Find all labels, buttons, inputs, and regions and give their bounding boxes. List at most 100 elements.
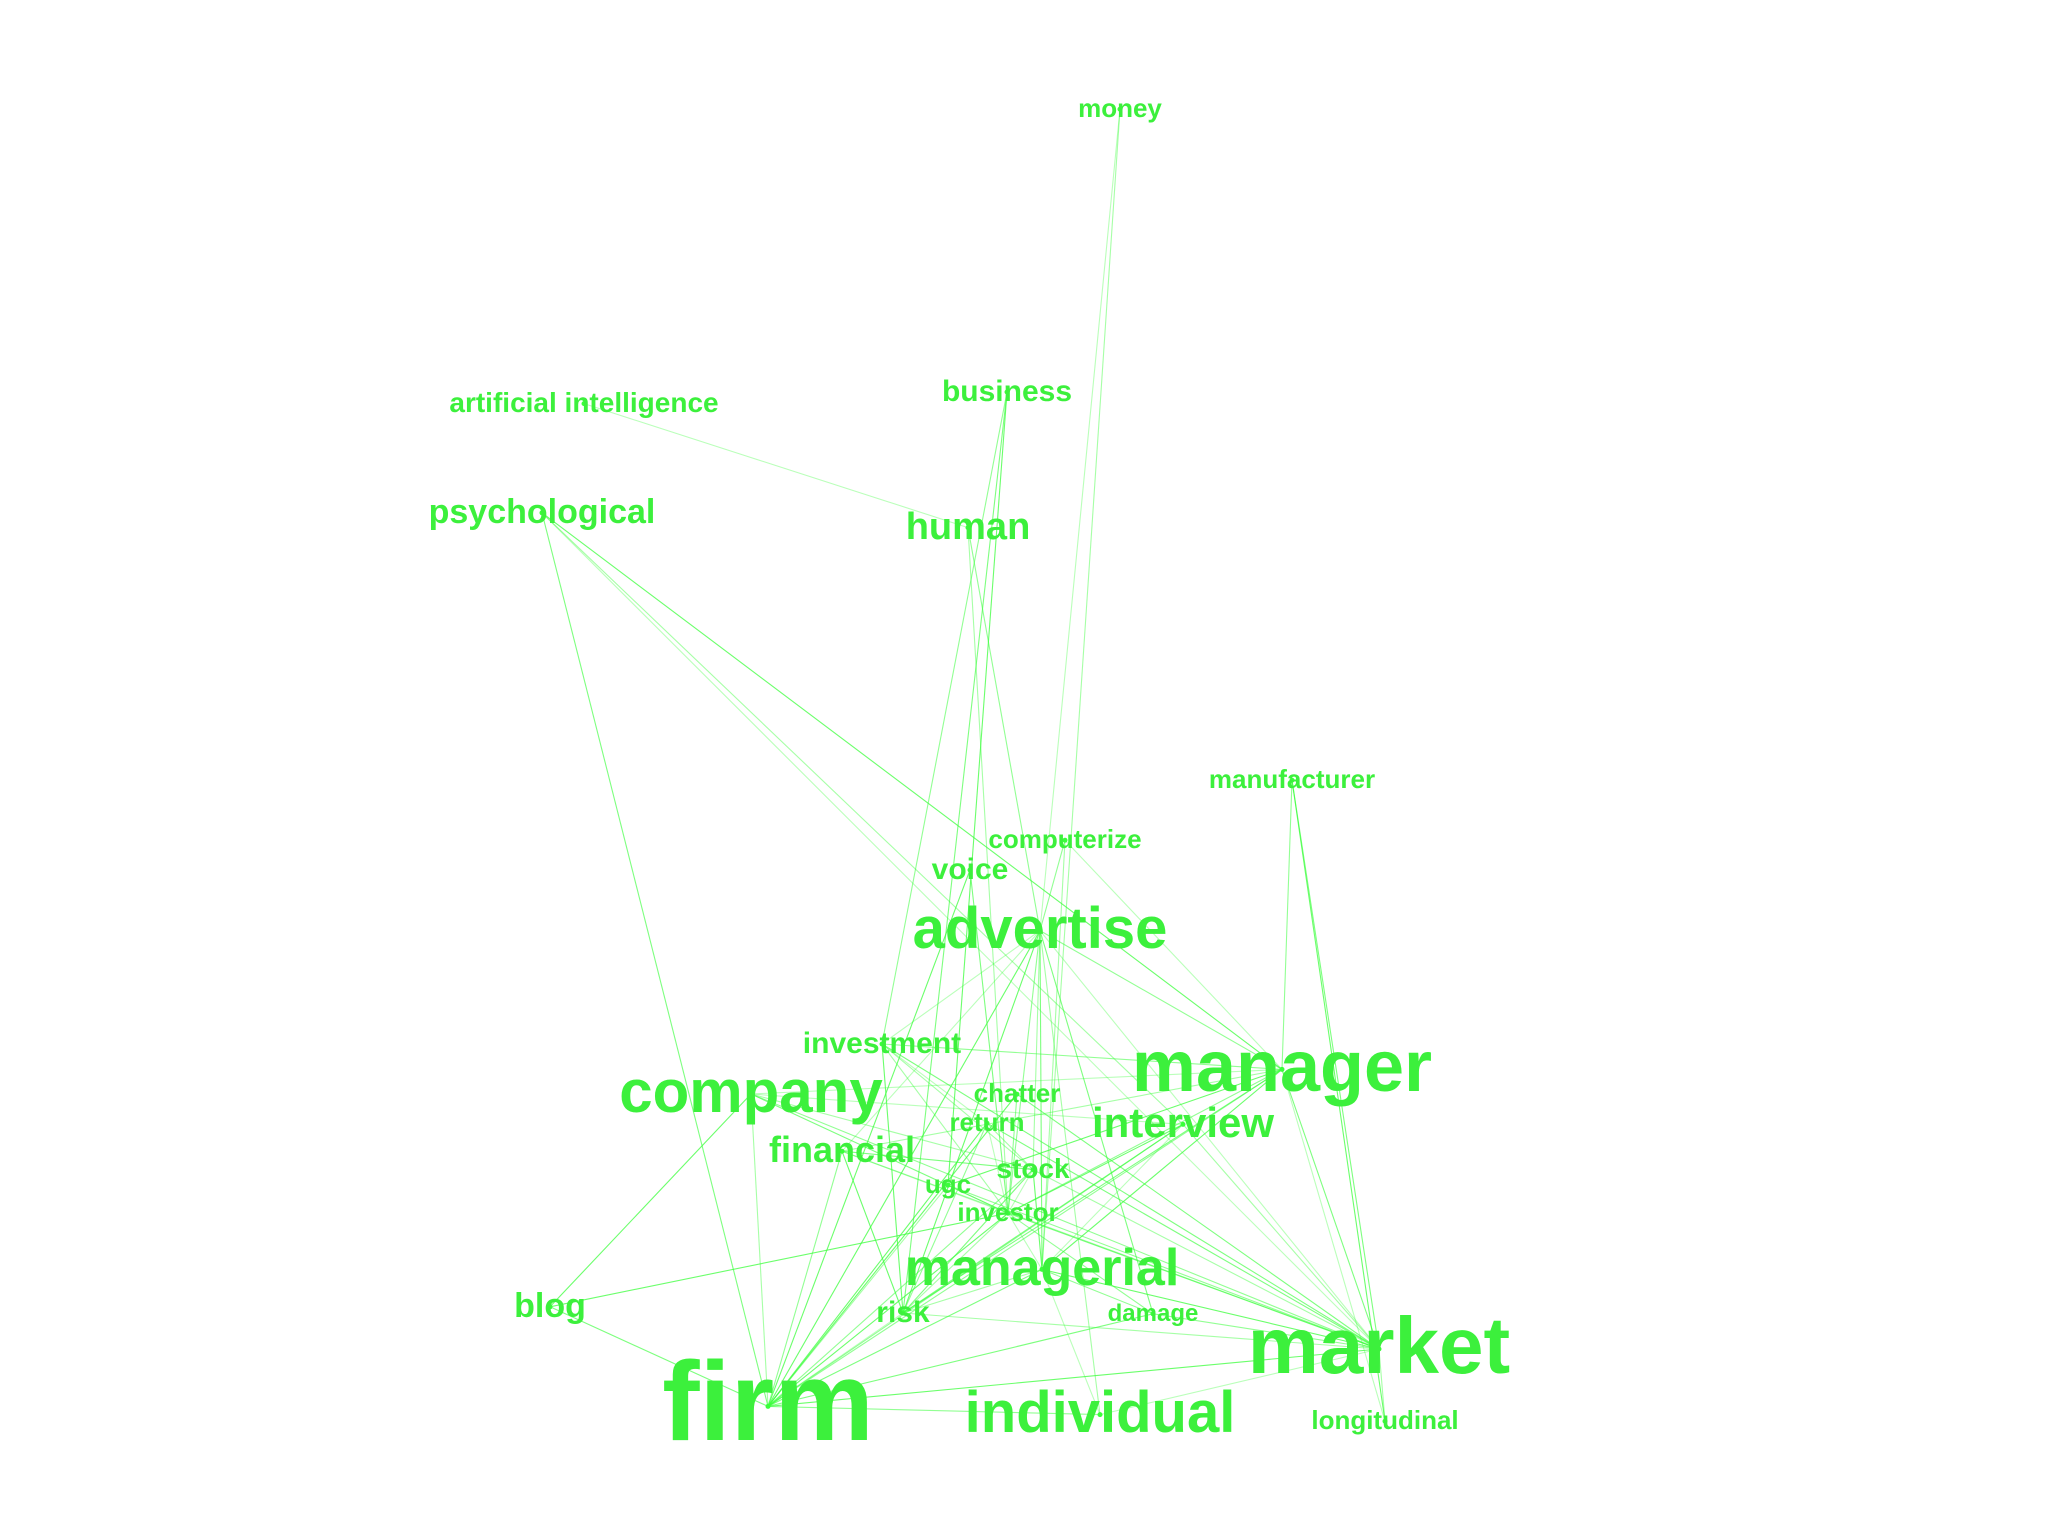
edge-blog-investor bbox=[549, 1212, 1009, 1308]
node-dot-computerize bbox=[1062, 837, 1068, 843]
edge-chatter-market bbox=[1016, 1093, 1380, 1350]
edge-investor-market bbox=[1007, 1212, 1380, 1350]
edge-investor-firm bbox=[767, 1212, 1009, 1407]
node-dot-longitudinal bbox=[1382, 1418, 1388, 1424]
node-dot-blog bbox=[547, 1304, 553, 1310]
node-dot-individual bbox=[1097, 1412, 1103, 1418]
edge-return-investor bbox=[986, 1123, 1009, 1214]
node-dot-manufacturer bbox=[1289, 777, 1295, 783]
edge-advertise-individual bbox=[1039, 930, 1101, 1415]
edge-computerize-manager bbox=[1064, 839, 1283, 1070]
edge-managerial-individual bbox=[1041, 1269, 1101, 1415]
node-dot-managerial bbox=[1039, 1266, 1045, 1272]
term-artificial-intelligence: artificial intelligence bbox=[449, 387, 718, 418]
node-dot-voice bbox=[967, 867, 973, 873]
edge-financial-risk bbox=[841, 1151, 904, 1314]
edge-managerial-risk bbox=[902, 1268, 1043, 1314]
node-dot-human bbox=[965, 525, 971, 531]
edge-company-interview bbox=[750, 1093, 1184, 1125]
node-dot-investment bbox=[879, 1041, 885, 1047]
edge-market-firm bbox=[767, 1348, 1380, 1407]
term-voice: voice bbox=[932, 853, 1009, 886]
edge-chatter-investor bbox=[1007, 1094, 1018, 1214]
term-advertise: advertise bbox=[913, 896, 1168, 961]
edge-advertise-managerial bbox=[1039, 930, 1043, 1270]
node-dot-financial bbox=[839, 1148, 845, 1154]
edge-individual-firm bbox=[767, 1405, 1101, 1416]
edge-manager-firm bbox=[767, 1068, 1283, 1407]
edge-investor-managerial bbox=[1007, 1212, 1043, 1270]
node-dot-damage bbox=[1150, 1311, 1156, 1317]
term-longitudinal: longitudinal bbox=[1311, 1405, 1458, 1435]
term-chatter: chatter bbox=[974, 1078, 1061, 1108]
edge-investment-investor bbox=[881, 1043, 1009, 1214]
edge-ugc-firm bbox=[767, 1184, 949, 1407]
term-money: money bbox=[1078, 93, 1162, 123]
term-blog: blog bbox=[514, 1287, 586, 1325]
term-company: company bbox=[619, 1058, 883, 1125]
term-manager: manager bbox=[1132, 1027, 1432, 1107]
edge-manufacturer-manager bbox=[1281, 780, 1293, 1070]
node-dot-chatter bbox=[1014, 1091, 1020, 1097]
node-dot-money bbox=[1117, 106, 1123, 112]
edge-money-managerial bbox=[1041, 109, 1121, 1270]
edge-financial-firm bbox=[767, 1151, 843, 1407]
edge-stock-market bbox=[1032, 1169, 1380, 1350]
node-dot-advertise bbox=[1037, 928, 1043, 934]
term-human: human bbox=[906, 506, 1031, 548]
edge-artificial_intelligence-human bbox=[583, 403, 969, 529]
edge-ugc-market bbox=[947, 1184, 1380, 1350]
edge-managerial-firm bbox=[767, 1268, 1043, 1407]
edge-company-stock bbox=[750, 1093, 1034, 1171]
term-investment: investment bbox=[803, 1027, 961, 1060]
edge-investor-damage bbox=[1007, 1212, 1154, 1315]
edge-investment-risk bbox=[881, 1043, 904, 1314]
edge-stock-investor bbox=[1007, 1169, 1034, 1214]
edge-investment-stock bbox=[881, 1043, 1034, 1171]
node-dot-layer bbox=[539, 106, 1388, 1424]
edge-stock-firm bbox=[767, 1169, 1034, 1407]
edge-manager-ugc bbox=[947, 1068, 1283, 1186]
node-dot-risk bbox=[900, 1310, 906, 1316]
edge-manager-financial bbox=[841, 1068, 1283, 1152]
edge-market-longitudinal bbox=[1378, 1348, 1386, 1422]
edge-managerial-damage bbox=[1041, 1268, 1154, 1315]
edge-manufacturer-longitudinal bbox=[1291, 780, 1386, 1422]
edge-manager-company bbox=[750, 1068, 1283, 1095]
term-ugc: ugc bbox=[925, 1169, 971, 1199]
edge-return-stock bbox=[986, 1122, 1034, 1170]
edge-blog-firm bbox=[549, 1306, 769, 1407]
edge-advertise-market bbox=[1039, 930, 1380, 1350]
edge-advertise-investment bbox=[881, 930, 1041, 1045]
edge-advertise-risk bbox=[902, 930, 1041, 1314]
node-dot-interview bbox=[1180, 1121, 1186, 1127]
term-stock: stock bbox=[996, 1153, 1070, 1184]
edge-business-ugc bbox=[947, 391, 1008, 1186]
edge-damage-market bbox=[1152, 1313, 1380, 1350]
edge-advertise-financial bbox=[841, 930, 1041, 1152]
edge-psychological-market bbox=[541, 512, 1380, 1350]
edge-investment-manager bbox=[881, 1043, 1283, 1070]
node-dot-artificial_intelligence bbox=[581, 401, 587, 407]
node-dot-psychological bbox=[539, 510, 545, 516]
node-dot-company bbox=[748, 1091, 754, 1097]
edge-company-market bbox=[750, 1093, 1380, 1350]
term-market: market bbox=[1248, 1301, 1510, 1390]
edge-investment-return bbox=[881, 1043, 988, 1124]
node-dot-ugc bbox=[945, 1182, 951, 1188]
edge-interview-managerial bbox=[1041, 1124, 1184, 1270]
term-managerial: managerial bbox=[905, 1239, 1180, 1297]
edge-market-individual bbox=[1099, 1348, 1380, 1416]
node-dot-stock bbox=[1030, 1167, 1036, 1173]
edge-chatter-firm bbox=[767, 1093, 1018, 1407]
edge-risk-firm bbox=[767, 1312, 904, 1407]
term-return: return bbox=[949, 1107, 1024, 1137]
edge-business-risk bbox=[902, 391, 1008, 1314]
edge-money-advertise bbox=[1039, 109, 1121, 931]
node-dot-manager bbox=[1279, 1066, 1285, 1072]
edge-return-firm bbox=[767, 1122, 988, 1407]
edge-company-firm bbox=[750, 1093, 769, 1407]
edge-interview-risk bbox=[902, 1123, 1184, 1314]
node-dot-market bbox=[1376, 1346, 1382, 1352]
edge-damage-firm bbox=[767, 1313, 1154, 1407]
